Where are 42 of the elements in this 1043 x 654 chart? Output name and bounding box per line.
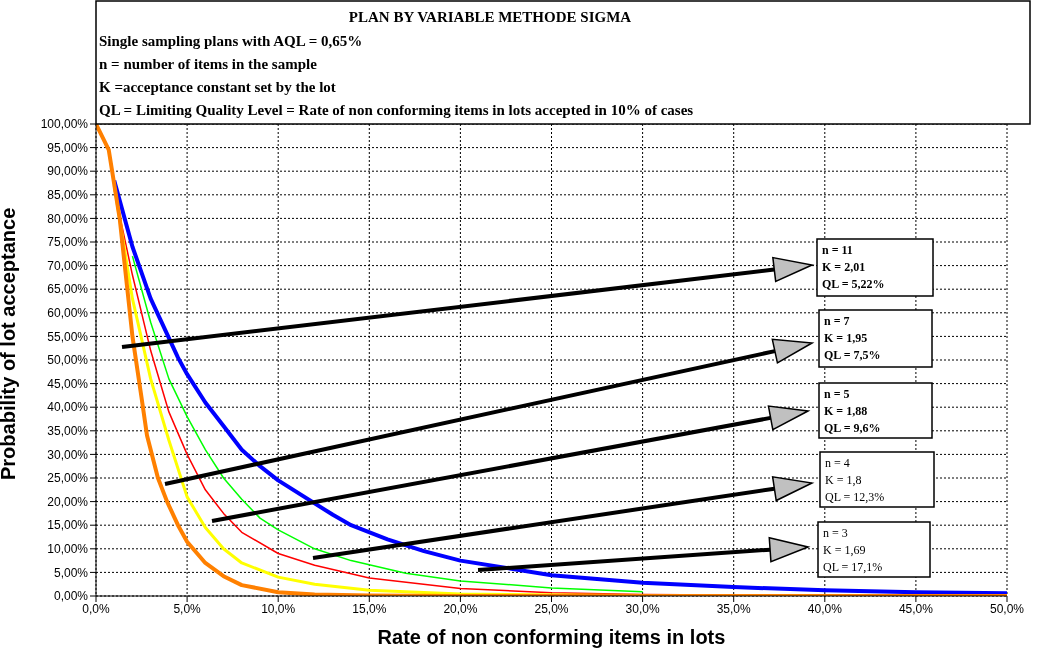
annotation: n = 5 K = 1,88 QL = 9,6%	[824, 387, 881, 435]
y-tick-label: 85,00%	[47, 188, 89, 203]
annotation: n = 3 K = 1,69 QL = 17,1%	[823, 526, 883, 574]
line-series	[131, 255, 644, 593]
x-tick-label: 35,0%	[716, 601, 752, 616]
x-tick-label: 25,0%	[534, 601, 569, 616]
x-tick-label: 45,0%	[898, 601, 934, 616]
y-tick-label: 90,00%	[47, 164, 89, 179]
x-tick-label: 10,0%	[261, 601, 296, 616]
x-tick-label: 30,0%	[625, 601, 660, 616]
y-tick-label: 55,00%	[47, 329, 89, 344]
y-tick-label: 80,00%	[47, 211, 89, 226]
y-tick-label: 0,00%	[53, 589, 89, 604]
x-tick-label: 15,0%	[352, 601, 387, 616]
y-tick-label: 15,00%	[47, 518, 89, 533]
y-tick-label: 5,00%	[53, 565, 89, 580]
x-axis-title: Rate of non conforming items in lots	[377, 626, 726, 648]
annotation: n = 4 K = 1,8 QL = 12,3%	[825, 456, 885, 504]
y-tick-label: 45,00%	[47, 376, 89, 391]
y-tick-label: 35,00%	[47, 424, 89, 439]
x-tick-label: 0,0%	[82, 601, 110, 616]
annotation: n = 11 K = 2,01 QL = 5,22%	[822, 243, 885, 291]
y-tick-label: 50,00%	[47, 353, 89, 368]
x-tick-label: 40,0%	[807, 601, 843, 616]
y-axis-title: Probability of lot acceptance	[0, 207, 20, 480]
y-tick-label: 65,00%	[47, 282, 89, 297]
y-tick-label: 20,00%	[47, 494, 89, 509]
chart-subtitle: Single sampling plans with AQL = 0,65% n = number of items in the sample K =acceptance constant set by the lot QL = Limiting Quality Level = Rate of non conforming items in lots accepted in 10% of cases	[99, 33, 694, 118]
x-tick-label: 50,0%	[989, 601, 1025, 616]
annotation: n = 7 K = 1,95 QL = 7,5%	[824, 314, 881, 362]
y-tick-label: 95,00%	[47, 140, 89, 155]
y-tick-label: 75,00%	[47, 235, 89, 250]
y-tick-label: 30,00%	[47, 447, 89, 462]
y-tick-label: 10,00%	[47, 542, 89, 557]
y-tick-label: 70,00%	[47, 258, 89, 273]
x-tick-label: 5,0%	[173, 601, 202, 616]
y-tick-label: 60,00%	[47, 306, 89, 321]
x-tick-label: 20,0%	[443, 601, 478, 616]
y-tick-label: 40,00%	[47, 400, 89, 415]
y-tick-label: 25,00%	[47, 471, 89, 486]
chart-title: PLAN BY VARIABLE METHODE SIGMA	[348, 9, 632, 25]
y-tick-label: 100,00%	[40, 117, 89, 132]
